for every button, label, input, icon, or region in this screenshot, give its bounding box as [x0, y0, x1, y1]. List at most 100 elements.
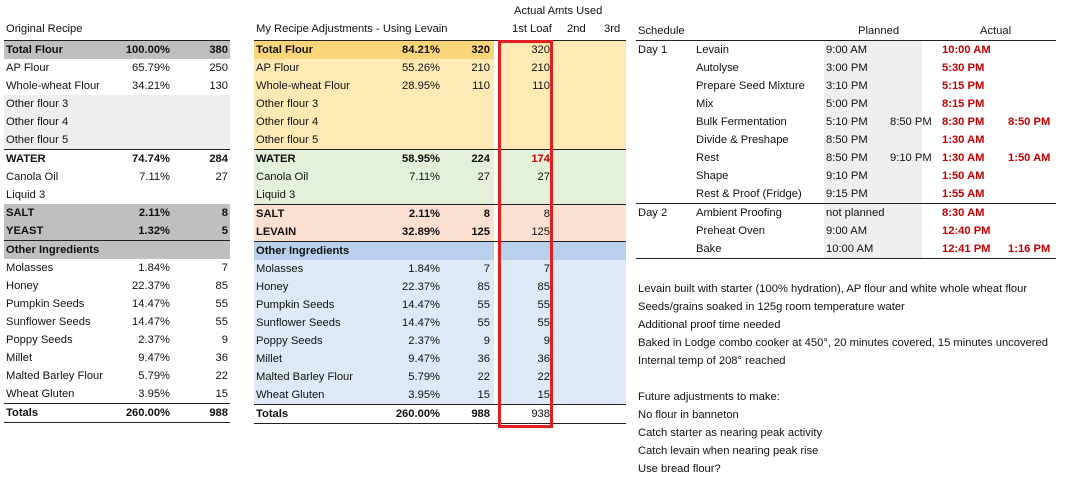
baker-percent: 9.47%	[408, 353, 440, 365]
ingredient-name: Liquid 3	[256, 189, 296, 201]
row-band-actual	[498, 113, 626, 131]
note-line: Additional proof time needed	[638, 316, 1088, 334]
first-loaf-highlight-box	[498, 40, 553, 428]
row-band	[254, 95, 494, 113]
original-row: Pumpkin Seeds 14.47% 55	[4, 295, 230, 313]
row-band-actual	[498, 205, 626, 223]
row-band	[254, 113, 494, 131]
amount-grams: 27	[215, 171, 228, 183]
actual-time: 1:50 AM	[942, 170, 985, 182]
actual-amounts-title: Actual Amts Used	[514, 5, 603, 17]
adjusted-row: Other flour 3	[254, 95, 626, 113]
ingredient-name: Malted Barley Flour	[6, 370, 103, 382]
baker-percent: 14.47%	[132, 298, 170, 310]
baker-percent: 3.95%	[138, 388, 170, 400]
actual-first-loaf: 174	[531, 153, 550, 165]
actual-first-loaf: 9	[543, 335, 550, 347]
ingredient-name: LEVAIN	[256, 226, 297, 238]
original-row: Honey 22.37% 85	[4, 277, 230, 295]
original-row: YEAST 1.32% 5	[4, 222, 230, 240]
amount-grams: 36	[215, 352, 228, 364]
baker-percent: 260.00%	[395, 408, 440, 420]
future-text: Use bread flour?	[638, 463, 721, 475]
baker-percent: 84.21%	[402, 44, 440, 56]
row-band-actual	[498, 77, 626, 95]
future-title: Future adjustments to make:	[638, 391, 780, 403]
row-band-actual	[498, 95, 626, 113]
future-item: No flour in banneton	[638, 406, 1088, 424]
original-row: Other flour 4	[4, 113, 230, 131]
baker-percent: 74.74%	[132, 153, 170, 165]
original-row: Wheat Gluten 3.95% 15	[4, 385, 230, 403]
baker-percent: 7.11%	[139, 171, 170, 183]
planned-time: 9:00 AM	[826, 225, 868, 237]
baker-percent: 34.21%	[132, 80, 170, 92]
actual-first-loaf: 36	[537, 353, 550, 365]
ingredient-name: Total Flour	[256, 44, 313, 56]
original-row: Totals 260.00% 988	[4, 403, 230, 423]
planned-time: 5:00 PM	[826, 98, 868, 110]
amount-grams: 22	[215, 370, 228, 382]
baker-percent: 5.79%	[408, 371, 440, 383]
row-band-actual	[498, 278, 626, 296]
future-text: Catch levain when nearing peak rise	[638, 445, 819, 457]
original-row: Canola Oil 7.11% 27	[4, 168, 230, 186]
actual-time: 8:30 PM	[942, 116, 985, 128]
note-line: Internal temp of 208° reached	[638, 352, 1088, 370]
actual-first-loaf: 27	[537, 171, 550, 183]
amount-grams: 224	[471, 153, 490, 165]
ingredient-name: Malted Barley Flour	[256, 371, 353, 383]
schedule-table: Schedule Planned Actual Day 1 Levain 9:00 …	[636, 22, 1056, 259]
planned-time: 5:10 PM	[826, 116, 868, 128]
amount-grams: 55	[477, 317, 490, 329]
baker-percent: 14.47%	[402, 317, 440, 329]
row-band-actual	[498, 186, 626, 204]
ingredient-name: Poppy Seeds	[6, 334, 73, 346]
planned-time: 8:50 PM	[826, 134, 868, 146]
actual-first-loaf: 210	[531, 62, 550, 74]
baker-percent: 32.89%	[402, 226, 440, 238]
ingredient-name: Canola Oil	[6, 171, 59, 183]
ingredient-name: Honey	[256, 281, 289, 293]
row-band	[254, 131, 494, 149]
future-text: No flour in banneton	[638, 409, 739, 421]
original-row: Molasses 1.84% 7	[4, 259, 230, 277]
amount-grams: 125	[471, 226, 490, 238]
loaf-header-2: 2nd	[567, 23, 586, 35]
planned-time: 9:00 AM	[826, 44, 868, 56]
schedule-row: Rest 8:50 PM 9:10 PM 1:30 AM 1:50 AM	[636, 149, 1056, 167]
row-band-actual	[498, 223, 626, 241]
amount-grams: 988	[209, 407, 228, 419]
amount-grams: 380	[209, 44, 228, 56]
original-row: SALT 2.11% 8	[4, 204, 230, 222]
ingredient-name: Wheat Gluten	[6, 388, 75, 400]
ingredient-name: Molasses	[256, 263, 304, 275]
baker-percent: 22.37%	[132, 280, 170, 292]
planned-time: 9:15 PM	[826, 188, 868, 200]
baker-percent: 7.11%	[409, 171, 440, 183]
future-text: Catch starter as nearing peak activity	[638, 427, 823, 439]
actual-first-loaf: 55	[537, 317, 550, 329]
actual-first-loaf: 55	[537, 299, 550, 311]
row-band-actual	[498, 368, 626, 386]
actual-first-loaf: 85	[537, 281, 550, 293]
amount-grams: 36	[477, 353, 490, 365]
row-band	[254, 296, 494, 314]
ingredient-name: Totals	[6, 407, 39, 419]
schedule-step: Prepare Seed Mixture	[696, 80, 805, 92]
schedule-row: Rest & Proof (Fridge) 9:15 PM 1:55 AM	[636, 185, 1056, 203]
row-band	[254, 386, 494, 404]
adjusted-row: Millet 9.47% 36 36	[254, 350, 626, 368]
adjusted-row: Totals 260.00% 988 938	[254, 404, 626, 424]
ingredient-name: Wheat Gluten	[256, 389, 325, 401]
schedule-row: Mix 5:00 PM 8:15 PM	[636, 95, 1056, 113]
actual-time: 1:30 AM	[942, 152, 985, 164]
schedule-row: Prepare Seed Mixture 3:10 PM 5:15 PM	[636, 77, 1056, 95]
row-band-actual	[498, 260, 626, 278]
schedule-step: Shape	[696, 170, 729, 182]
actual-first-loaf: 7	[543, 263, 550, 275]
original-row: Other flour 5	[4, 131, 230, 149]
ingredient-name: Totals	[256, 408, 289, 420]
note-text: Internal temp of 208° reached	[638, 355, 786, 367]
ingredient-name: Sunflower Seeds	[256, 317, 341, 329]
